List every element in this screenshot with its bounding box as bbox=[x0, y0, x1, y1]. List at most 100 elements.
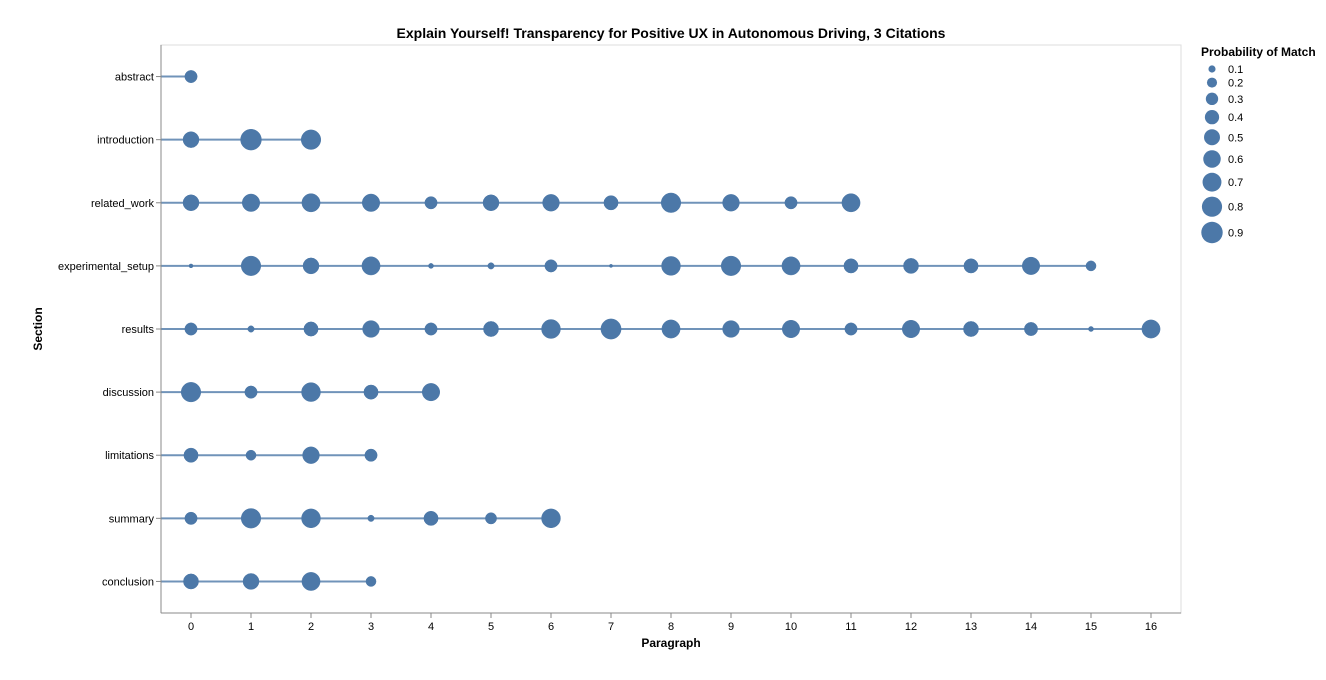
data-point-related_work-5 bbox=[482, 194, 500, 212]
data-point-experimental_setup-7 bbox=[609, 264, 613, 268]
legend-symbol bbox=[1204, 110, 1220, 125]
data-point-results-2 bbox=[303, 321, 319, 337]
y-tick-label: summary bbox=[109, 513, 155, 525]
x-tick-label: 2 bbox=[308, 621, 314, 633]
legend-symbol bbox=[1202, 172, 1222, 192]
legend-symbol bbox=[1201, 196, 1223, 217]
data-point-related_work-4 bbox=[424, 196, 438, 210]
data-point-experimental_setup-1 bbox=[240, 255, 262, 276]
legend-symbol bbox=[1205, 92, 1219, 106]
legend-label: 0.9 bbox=[1228, 228, 1243, 240]
data-point-conclusion-1 bbox=[242, 573, 260, 590]
data-point-experimental_setup-6 bbox=[544, 259, 558, 273]
chart-title: Explain Yourself! Transparency for Posit… bbox=[397, 25, 946, 41]
y-axis-title: Section bbox=[31, 307, 45, 350]
data-point-results-11 bbox=[844, 322, 858, 336]
y-tick-label: introduction bbox=[97, 135, 154, 147]
legend-title: Probability of Match bbox=[1201, 45, 1316, 59]
legend-symbol bbox=[1204, 129, 1220, 146]
x-tick-label: 6 bbox=[548, 621, 554, 633]
y-tick-label: results bbox=[122, 324, 155, 336]
data-point-discussion-0 bbox=[180, 382, 202, 403]
legend-label: 0.1 bbox=[1228, 64, 1243, 76]
data-point-discussion-3 bbox=[363, 384, 379, 400]
data-point-discussion-1 bbox=[244, 385, 258, 399]
legend-symbol bbox=[1203, 150, 1221, 168]
data-point-experimental_setup-5 bbox=[487, 262, 495, 270]
data-point-experimental_setup-4 bbox=[428, 263, 434, 269]
data-point-results-5 bbox=[483, 321, 499, 337]
data-point-limitations-3 bbox=[364, 448, 378, 462]
data-point-results-14 bbox=[1024, 322, 1038, 336]
legend-items: 0.1 0.2 0.3 0.4 0.5 0.6 0.7 0.8 0.9 bbox=[1201, 64, 1243, 244]
legend-symbol bbox=[1208, 65, 1216, 73]
x-axis-title: Paragraph bbox=[641, 636, 700, 650]
x-tick-label: 3 bbox=[368, 621, 374, 633]
y-axis-ticks: abstract introduction related_work experime… bbox=[58, 72, 161, 588]
data-point-experimental_setup-14 bbox=[1022, 256, 1040, 275]
data-point-experimental_setup-3 bbox=[361, 256, 381, 276]
x-tick-label: 0 bbox=[188, 621, 194, 633]
data-point-discussion-4 bbox=[422, 383, 440, 402]
data-point-summary-1 bbox=[240, 508, 262, 529]
x-tick-label: 7 bbox=[608, 621, 614, 633]
legend-label: 0.5 bbox=[1228, 132, 1243, 144]
data-point-summary-2 bbox=[301, 508, 321, 529]
y-tick-label: abstract bbox=[115, 72, 154, 84]
data-point-results-3 bbox=[362, 320, 380, 338]
data-point-limitations-0 bbox=[183, 447, 199, 463]
data-point-experimental_setup-11 bbox=[843, 258, 859, 274]
x-tick-label: 5 bbox=[488, 621, 494, 633]
data-point-conclusion-0 bbox=[183, 573, 199, 590]
data-point-related_work-1 bbox=[242, 193, 260, 212]
data-point-results-13 bbox=[963, 321, 979, 337]
data-point-results-6 bbox=[541, 319, 561, 339]
data-point-results-15 bbox=[1088, 326, 1094, 332]
data-point-results-10 bbox=[782, 320, 800, 338]
data-point-summary-0 bbox=[184, 511, 198, 525]
data-point-related_work-11 bbox=[841, 193, 861, 213]
legend-label: 0.3 bbox=[1228, 94, 1243, 106]
data-point-experimental_setup-12 bbox=[903, 258, 919, 274]
x-tick-label: 4 bbox=[428, 621, 434, 633]
data-points bbox=[180, 70, 1161, 591]
y-tick-label: limitations bbox=[105, 450, 154, 462]
x-tick-label: 10 bbox=[785, 621, 797, 633]
y-tick-label: discussion bbox=[103, 387, 154, 399]
data-point-experimental_setup-2 bbox=[302, 257, 320, 275]
data-point-results-7 bbox=[600, 318, 622, 340]
data-point-related_work-3 bbox=[362, 193, 380, 212]
data-point-conclusion-3 bbox=[365, 576, 377, 587]
legend-symbol bbox=[1201, 221, 1223, 244]
x-axis-ticks: 0 1 2 3 4 5 6 7 8 9 10 11 12 13 14 15 16 bbox=[188, 613, 1157, 633]
data-point-related_work-10 bbox=[784, 196, 798, 210]
data-point-related_work-6 bbox=[542, 194, 560, 212]
data-point-experimental_setup-8 bbox=[661, 256, 681, 276]
legend-label: 0.6 bbox=[1228, 154, 1243, 166]
x-tick-label: 13 bbox=[965, 621, 977, 633]
legend-label: 0.8 bbox=[1228, 202, 1243, 214]
data-point-summary-6 bbox=[541, 508, 561, 529]
data-point-limitations-1 bbox=[245, 449, 257, 461]
data-point-results-4 bbox=[424, 322, 438, 336]
x-tick-label: 16 bbox=[1145, 621, 1157, 633]
data-point-experimental_setup-10 bbox=[781, 256, 801, 276]
y-tick-label: conclusion bbox=[102, 576, 154, 588]
y-tick-label: related_work bbox=[91, 198, 154, 210]
data-point-related_work-9 bbox=[722, 194, 740, 212]
data-point-results-8 bbox=[661, 319, 681, 339]
data-point-introduction-0 bbox=[182, 131, 200, 148]
data-point-limitations-2 bbox=[302, 446, 320, 464]
x-tick-label: 14 bbox=[1025, 621, 1037, 633]
data-point-summary-5 bbox=[485, 512, 497, 525]
legend-label: 0.7 bbox=[1228, 177, 1243, 189]
legend-label: 0.2 bbox=[1228, 78, 1243, 90]
x-tick-label: 8 bbox=[668, 621, 674, 633]
data-point-experimental_setup-13 bbox=[963, 258, 979, 274]
data-point-introduction-1 bbox=[240, 129, 262, 151]
data-point-summary-3 bbox=[367, 514, 375, 522]
data-point-results-12 bbox=[902, 320, 920, 338]
x-tick-label: 1 bbox=[248, 621, 254, 633]
data-point-related_work-2 bbox=[301, 193, 321, 213]
x-tick-label: 9 bbox=[728, 621, 734, 633]
